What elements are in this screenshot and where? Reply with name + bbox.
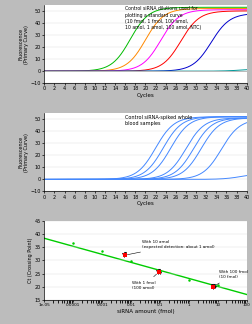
X-axis label: Cycles: Cycles xyxy=(136,93,154,98)
Text: With 10 amol
(expected detection: about 1 amol): With 10 amol (expected detection: about … xyxy=(127,240,214,255)
Text: Control siRNA-spiked whole
blood samples: Control siRNA-spiked whole blood samples xyxy=(125,115,192,126)
Text: Control siRNA dilutions used for
plotting a standard curve
(10 fmol, 1 fmol, 100: Control siRNA dilutions used for plottin… xyxy=(125,6,201,30)
Y-axis label: Fluorescence
(Primary Curve): Fluorescence (Primary Curve) xyxy=(18,25,29,64)
Text: With 100 fmol
(10 fmol): With 100 fmol (10 fmol) xyxy=(215,270,247,285)
Text: With 1 fmol
(100 amol): With 1 fmol (100 amol) xyxy=(132,274,156,290)
X-axis label: siRNA amount (fmol): siRNA amount (fmol) xyxy=(116,308,174,314)
Y-axis label: Ct (Crossing Point): Ct (Crossing Point) xyxy=(28,238,33,283)
X-axis label: Cycles: Cycles xyxy=(136,201,154,206)
Y-axis label: Fluorescence
(Primary Curve): Fluorescence (Primary Curve) xyxy=(18,133,29,172)
